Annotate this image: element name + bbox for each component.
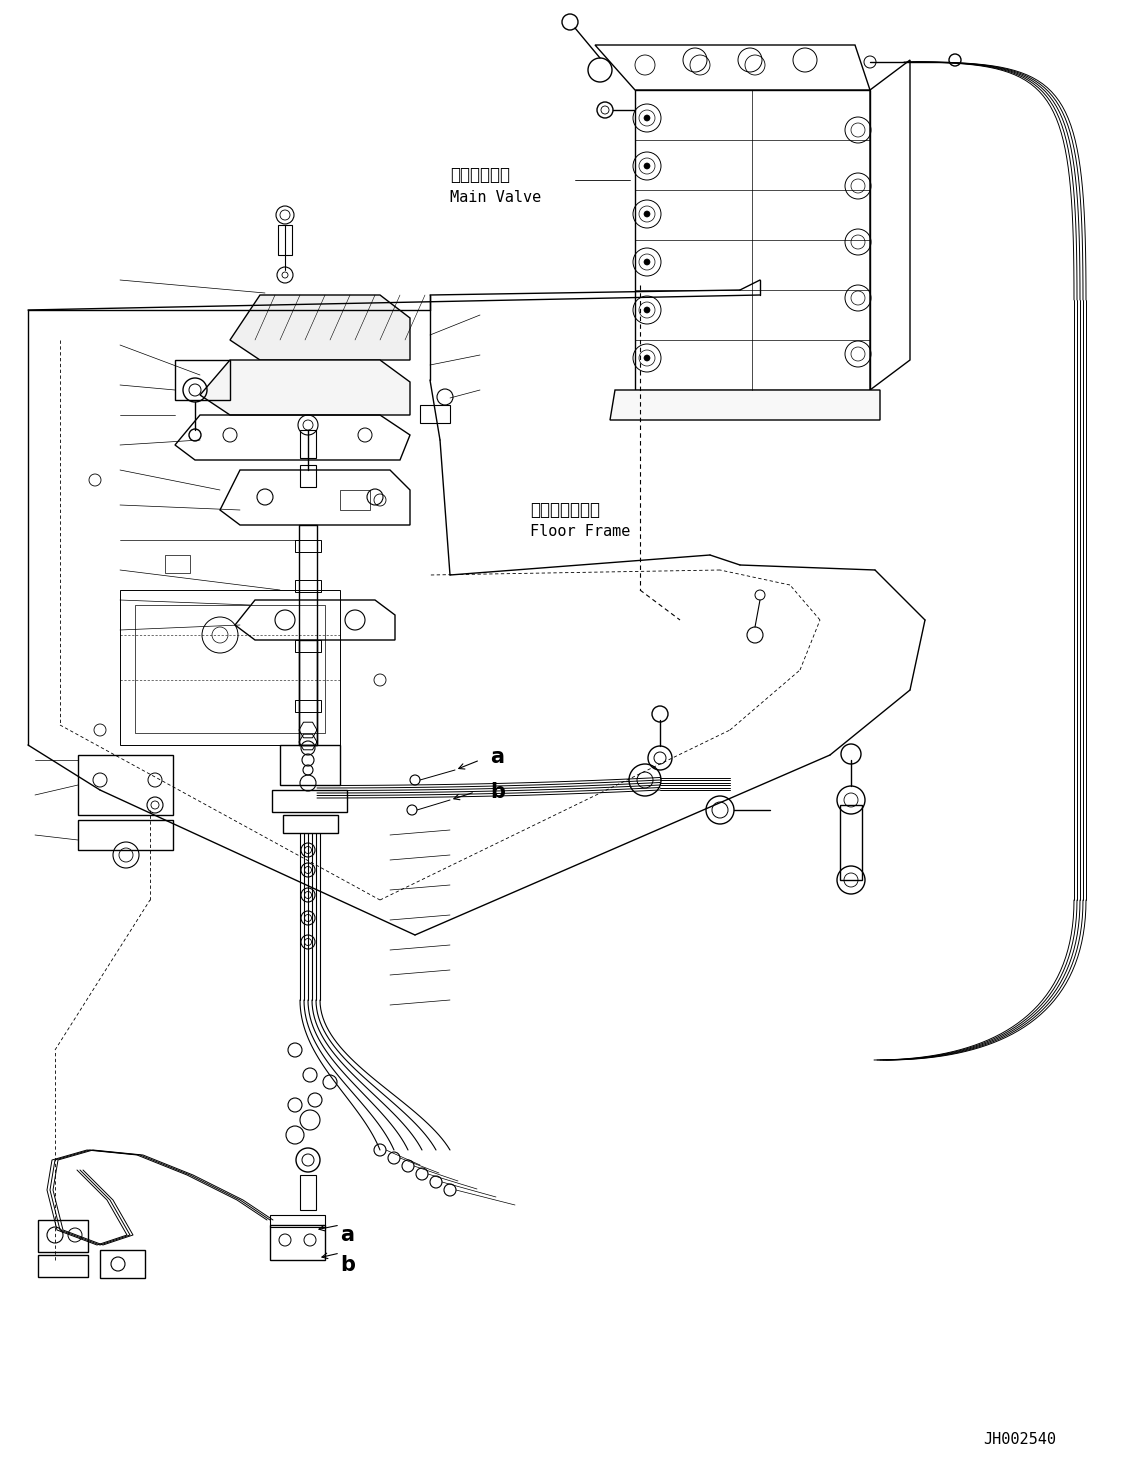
Bar [295,699,321,712]
Bar [299,525,317,745]
Bar [340,490,370,510]
Bar [270,1215,325,1227]
Circle shape [643,355,650,361]
Bar [300,1176,316,1209]
Bar [635,89,870,390]
Text: フロアフレーム: フロアフレーム [530,501,600,519]
Bar [295,539,321,553]
Polygon shape [230,295,410,361]
Bar [295,581,321,592]
Bar [270,1226,325,1259]
Bar [295,641,321,652]
Bar [135,605,325,733]
Text: Main Valve: Main Valve [450,189,542,204]
Bar [78,819,173,850]
Bar [840,805,862,880]
Bar [300,430,316,457]
Bar [300,465,316,487]
Bar [120,589,340,745]
Polygon shape [610,390,881,419]
Bar [278,224,292,255]
Text: Floor Frame: Floor Frame [530,525,631,539]
Text: b: b [340,1255,355,1275]
Bar [100,1250,145,1278]
Text: b: b [490,781,505,802]
Bar [165,556,190,573]
Bar [38,1255,88,1277]
Bar [38,1220,88,1252]
Text: a: a [490,748,504,767]
Text: メインバルブ: メインバルブ [450,166,510,185]
Circle shape [643,163,650,169]
Bar [273,790,347,812]
Bar [420,405,450,424]
Bar [281,745,340,784]
Circle shape [643,259,650,265]
Circle shape [643,114,650,122]
Text: JH002540: JH002540 [984,1432,1057,1447]
Bar [299,641,317,745]
Bar [283,815,338,833]
Polygon shape [200,361,410,415]
Bar [78,755,173,815]
Circle shape [643,306,650,314]
Text: a: a [340,1226,354,1245]
Bar [175,361,230,400]
Circle shape [643,211,650,217]
